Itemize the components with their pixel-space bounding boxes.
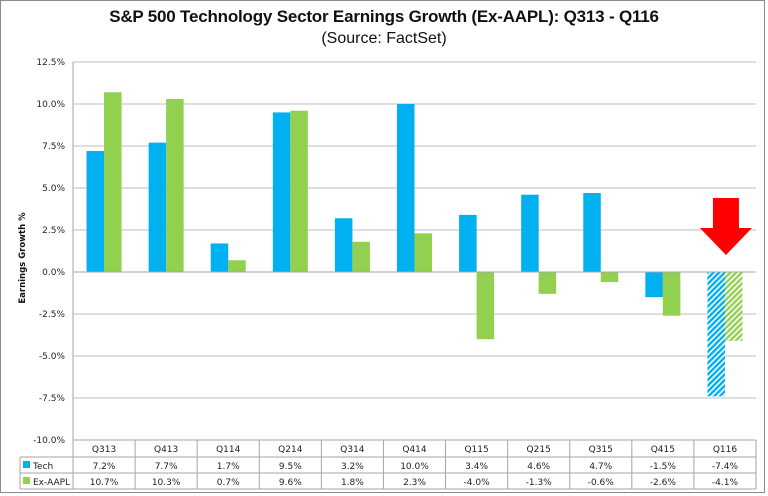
y-tick-label: 7.5%	[42, 142, 65, 152]
bar-ex-aapl-q215	[538, 272, 557, 294]
bar-ex-aapl-q214	[290, 110, 308, 272]
table-header-cell: Q114	[216, 445, 241, 455]
bar-ex-aapl-q415	[662, 272, 681, 316]
bar-tech-q116	[707, 272, 725, 397]
table-value-cell: -7.4%	[712, 462, 739, 472]
bar-tech-q413	[148, 142, 167, 272]
bar-ex-aapl-q115	[476, 272, 495, 340]
bar-tech-q313	[86, 151, 105, 272]
bar-tech-q315	[583, 193, 601, 272]
red-down-arrow-icon	[699, 198, 752, 255]
y-tick-label: -7.5%	[39, 394, 66, 404]
annotations	[699, 198, 752, 255]
table-value-cell: 4.6%	[527, 462, 550, 472]
bar-tech-q214	[272, 112, 291, 273]
y-tick-label: 2.5%	[42, 226, 65, 236]
table-header-cell: Q116	[713, 445, 738, 455]
table-value-cell: -4.0%	[464, 478, 491, 488]
bar-ex-aapl-q414	[414, 233, 432, 272]
table-value-cell: 9.5%	[279, 462, 302, 472]
bar-ex-aapl-q114	[228, 260, 246, 272]
table-value-cell: 7.7%	[155, 462, 178, 472]
y-tick-label: -5.0%	[39, 352, 66, 362]
legend-label: Tech	[32, 462, 53, 472]
bar-ex-aapl-q413	[166, 98, 184, 273]
table-value-cell: 1.7%	[217, 462, 240, 472]
table-header-cell: Q415	[651, 445, 675, 455]
y-tick-label: -10.0%	[33, 436, 65, 446]
table-header-cell: Q215	[527, 445, 551, 455]
data-table: Q313 Q413 Q114 Q214 Q314 Q414 Q115 Q215 Q315 Q415…	[19, 439, 757, 490]
table-header-cell: Q214	[278, 445, 303, 455]
y-tick-label: 12.5%	[36, 58, 65, 68]
y-tick-label: 5.0%	[42, 184, 65, 194]
legend-label: Ex-AAPL	[33, 478, 70, 488]
table-value-cell: 3.4%	[465, 462, 488, 472]
y-axis-label: Earnings Growth %	[18, 212, 28, 304]
table-value-cell: 10.7%	[90, 478, 119, 488]
table-value-cell: 2.3%	[403, 478, 426, 488]
table-header-cell: Q414	[402, 445, 427, 455]
table-value-cell: 0.7%	[217, 478, 240, 488]
table-header-cell: Q115	[464, 445, 488, 455]
table-header-cell: Q313	[92, 445, 116, 455]
bar-ex-aapl-q315	[600, 272, 619, 283]
table-value-cell: 1.8%	[341, 478, 364, 488]
bar-tech-q115	[459, 214, 477, 272]
legend-swatch-ex-aapl	[23, 477, 30, 484]
bar-tech-q414	[397, 104, 415, 272]
table-header-cell: Q413	[154, 445, 178, 455]
bar-tech-q314	[334, 218, 353, 272]
table-value-cell: -0.6%	[588, 478, 615, 488]
table-value-cell: 3.2%	[341, 462, 364, 472]
table-header-cell: Q315	[589, 445, 613, 455]
y-tick-label: -2.5%	[39, 310, 66, 320]
chart-title: S&P 500 Technology Sector Earnings Growt…	[109, 7, 659, 26]
bar-tech-q114	[210, 243, 229, 272]
bar-ex-aapl-q116	[724, 272, 743, 341]
table-value-cell: 10.3%	[152, 478, 181, 488]
table-value-cell: -1.3%	[526, 478, 553, 488]
bar-tech-q415	[645, 272, 663, 298]
table-value-cell: -1.5%	[650, 462, 677, 472]
bar-ex-aapl-q313	[104, 92, 122, 273]
legend-swatch-tech	[23, 461, 30, 468]
table-value-cell: 4.7%	[589, 462, 612, 472]
y-tick-label: 10.0%	[36, 100, 65, 110]
table-value-cell: 7.2%	[93, 462, 116, 472]
chart-subtitle: (Source: FactSet)	[321, 30, 447, 47]
bars	[86, 92, 743, 397]
table-header-cell: Q314	[340, 445, 365, 455]
table-value-cell: 10.0%	[400, 462, 429, 472]
table-value-cell: -2.6%	[650, 478, 677, 488]
table-value-cell: 9.6%	[279, 478, 302, 488]
y-tick-label: 0.0%	[42, 268, 65, 278]
y-axis: 12.5% 10.0% 7.5% 5.0% 2.5% 0.0% -2.5% -5.0% -7.5…	[33, 58, 756, 446]
bar-tech-q215	[521, 194, 539, 272]
table-value-cell: -4.1%	[712, 478, 739, 488]
bar-ex-aapl-q314	[352, 241, 370, 272]
